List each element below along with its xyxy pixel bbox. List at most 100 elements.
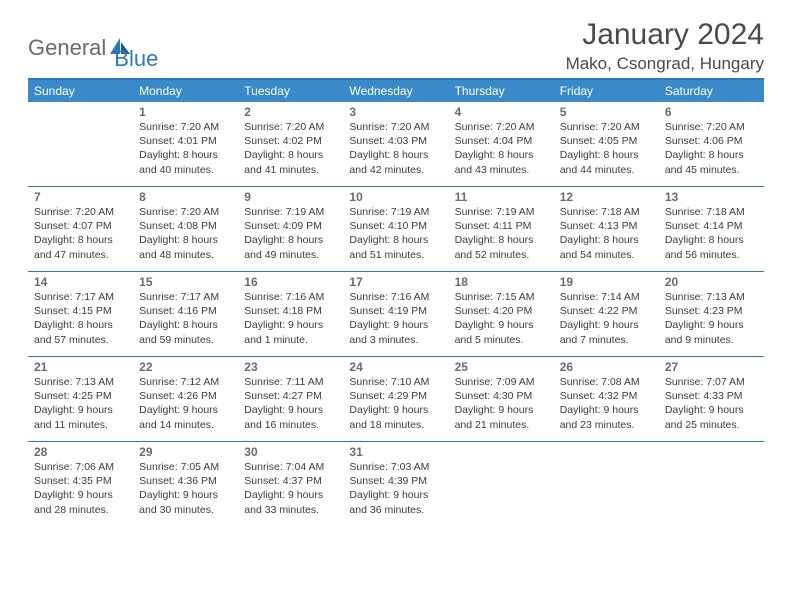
week-row: 14Sunrise: 7:17 AMSunset: 4:15 PMDayligh… [28, 271, 764, 356]
day-number: 7 [34, 190, 127, 204]
day-number: 18 [455, 275, 548, 289]
day-cell: 8Sunrise: 7:20 AMSunset: 4:08 PMDaylight… [133, 187, 238, 271]
sunset-line: Sunset: 4:39 PM [349, 474, 442, 488]
daylight-line: Daylight: 9 hours [244, 488, 337, 502]
sunrise-line: Sunrise: 7:12 AM [139, 375, 232, 389]
sunset-line: Sunset: 4:01 PM [139, 134, 232, 148]
daylight-line: and 7 minutes. [560, 333, 653, 347]
sunrise-line: Sunrise: 7:18 AM [665, 205, 758, 219]
day-name: Wednesday [343, 80, 448, 102]
daylight-line: and 33 minutes. [244, 503, 337, 517]
day-number: 10 [349, 190, 442, 204]
daylight-line: Daylight: 9 hours [349, 403, 442, 417]
day-cell: 16Sunrise: 7:16 AMSunset: 4:18 PMDayligh… [238, 272, 343, 356]
day-cell: 3Sunrise: 7:20 AMSunset: 4:03 PMDaylight… [343, 102, 448, 186]
sunrise-line: Sunrise: 7:03 AM [349, 460, 442, 474]
sunset-line: Sunset: 4:07 PM [34, 219, 127, 233]
day-number: 3 [349, 105, 442, 119]
sunset-line: Sunset: 4:27 PM [244, 389, 337, 403]
daylight-line: Daylight: 8 hours [455, 233, 548, 247]
daylight-line: and 48 minutes. [139, 248, 232, 262]
daylight-line: and 54 minutes. [560, 248, 653, 262]
sunrise-line: Sunrise: 7:20 AM [139, 120, 232, 134]
day-number: 6 [665, 105, 758, 119]
weeks-container: 1Sunrise: 7:20 AMSunset: 4:01 PMDaylight… [28, 102, 764, 526]
day-cell [659, 442, 764, 526]
sunset-line: Sunset: 4:06 PM [665, 134, 758, 148]
daylight-line: Daylight: 8 hours [139, 233, 232, 247]
day-cell: 12Sunrise: 7:18 AMSunset: 4:13 PMDayligh… [554, 187, 659, 271]
day-number: 21 [34, 360, 127, 374]
day-number: 17 [349, 275, 442, 289]
sunrise-line: Sunrise: 7:18 AM [560, 205, 653, 219]
daylight-line: Daylight: 9 hours [349, 318, 442, 332]
daylight-line: and 36 minutes. [349, 503, 442, 517]
day-cell: 25Sunrise: 7:09 AMSunset: 4:30 PMDayligh… [449, 357, 554, 441]
sunset-line: Sunset: 4:16 PM [139, 304, 232, 318]
daylight-line: Daylight: 9 hours [665, 318, 758, 332]
day-number: 28 [34, 445, 127, 459]
day-cell: 20Sunrise: 7:13 AMSunset: 4:23 PMDayligh… [659, 272, 764, 356]
sunset-line: Sunset: 4:11 PM [455, 219, 548, 233]
sunset-line: Sunset: 4:35 PM [34, 474, 127, 488]
daylight-line: Daylight: 9 hours [665, 403, 758, 417]
daylight-line: and 9 minutes. [665, 333, 758, 347]
day-name: Sunday [28, 80, 133, 102]
day-cell [449, 442, 554, 526]
daylight-line: and 47 minutes. [34, 248, 127, 262]
sunrise-line: Sunrise: 7:20 AM [455, 120, 548, 134]
daylight-line: Daylight: 9 hours [244, 318, 337, 332]
day-name: Monday [133, 80, 238, 102]
sunset-line: Sunset: 4:03 PM [349, 134, 442, 148]
day-number: 16 [244, 275, 337, 289]
sunset-line: Sunset: 4:19 PM [349, 304, 442, 318]
sunset-line: Sunset: 4:05 PM [560, 134, 653, 148]
daylight-line: and 3 minutes. [349, 333, 442, 347]
sunrise-line: Sunrise: 7:04 AM [244, 460, 337, 474]
day-cell: 26Sunrise: 7:08 AMSunset: 4:32 PMDayligh… [554, 357, 659, 441]
daylight-line: and 51 minutes. [349, 248, 442, 262]
daylight-line: Daylight: 8 hours [244, 148, 337, 162]
daylight-line: Daylight: 8 hours [560, 148, 653, 162]
day-cell: 2Sunrise: 7:20 AMSunset: 4:02 PMDaylight… [238, 102, 343, 186]
sunrise-line: Sunrise: 7:17 AM [34, 290, 127, 304]
daylight-line: Daylight: 8 hours [665, 233, 758, 247]
daylight-line: and 43 minutes. [455, 163, 548, 177]
sunrise-line: Sunrise: 7:19 AM [455, 205, 548, 219]
day-cell: 17Sunrise: 7:16 AMSunset: 4:19 PMDayligh… [343, 272, 448, 356]
daylight-line: and 21 minutes. [455, 418, 548, 432]
day-name: Thursday [449, 80, 554, 102]
day-number: 9 [244, 190, 337, 204]
day-name: Friday [554, 80, 659, 102]
daylight-line: and 42 minutes. [349, 163, 442, 177]
day-cell: 31Sunrise: 7:03 AMSunset: 4:39 PMDayligh… [343, 442, 448, 526]
daylight-line: Daylight: 8 hours [139, 148, 232, 162]
day-number: 15 [139, 275, 232, 289]
sunset-line: Sunset: 4:08 PM [139, 219, 232, 233]
sunset-line: Sunset: 4:22 PM [560, 304, 653, 318]
daylight-line: Daylight: 8 hours [665, 148, 758, 162]
daylight-line: Daylight: 8 hours [244, 233, 337, 247]
day-cell: 21Sunrise: 7:13 AMSunset: 4:25 PMDayligh… [28, 357, 133, 441]
sunrise-line: Sunrise: 7:19 AM [244, 205, 337, 219]
sunrise-line: Sunrise: 7:20 AM [34, 205, 127, 219]
sunrise-line: Sunrise: 7:07 AM [665, 375, 758, 389]
sunset-line: Sunset: 4:37 PM [244, 474, 337, 488]
sunrise-line: Sunrise: 7:20 AM [349, 120, 442, 134]
daylight-line: Daylight: 8 hours [455, 148, 548, 162]
sunset-line: Sunset: 4:15 PM [34, 304, 127, 318]
day-number: 30 [244, 445, 337, 459]
day-cell: 23Sunrise: 7:11 AMSunset: 4:27 PMDayligh… [238, 357, 343, 441]
daylight-line: and 57 minutes. [34, 333, 127, 347]
daylight-line: and 25 minutes. [665, 418, 758, 432]
day-cell: 14Sunrise: 7:17 AMSunset: 4:15 PMDayligh… [28, 272, 133, 356]
daylight-line: Daylight: 8 hours [34, 318, 127, 332]
day-cell: 19Sunrise: 7:14 AMSunset: 4:22 PMDayligh… [554, 272, 659, 356]
daylight-line: and 49 minutes. [244, 248, 337, 262]
day-number: 19 [560, 275, 653, 289]
day-cell: 13Sunrise: 7:18 AMSunset: 4:14 PMDayligh… [659, 187, 764, 271]
day-number: 24 [349, 360, 442, 374]
sunset-line: Sunset: 4:29 PM [349, 389, 442, 403]
day-cell: 1Sunrise: 7:20 AMSunset: 4:01 PMDaylight… [133, 102, 238, 186]
sunrise-line: Sunrise: 7:20 AM [139, 205, 232, 219]
